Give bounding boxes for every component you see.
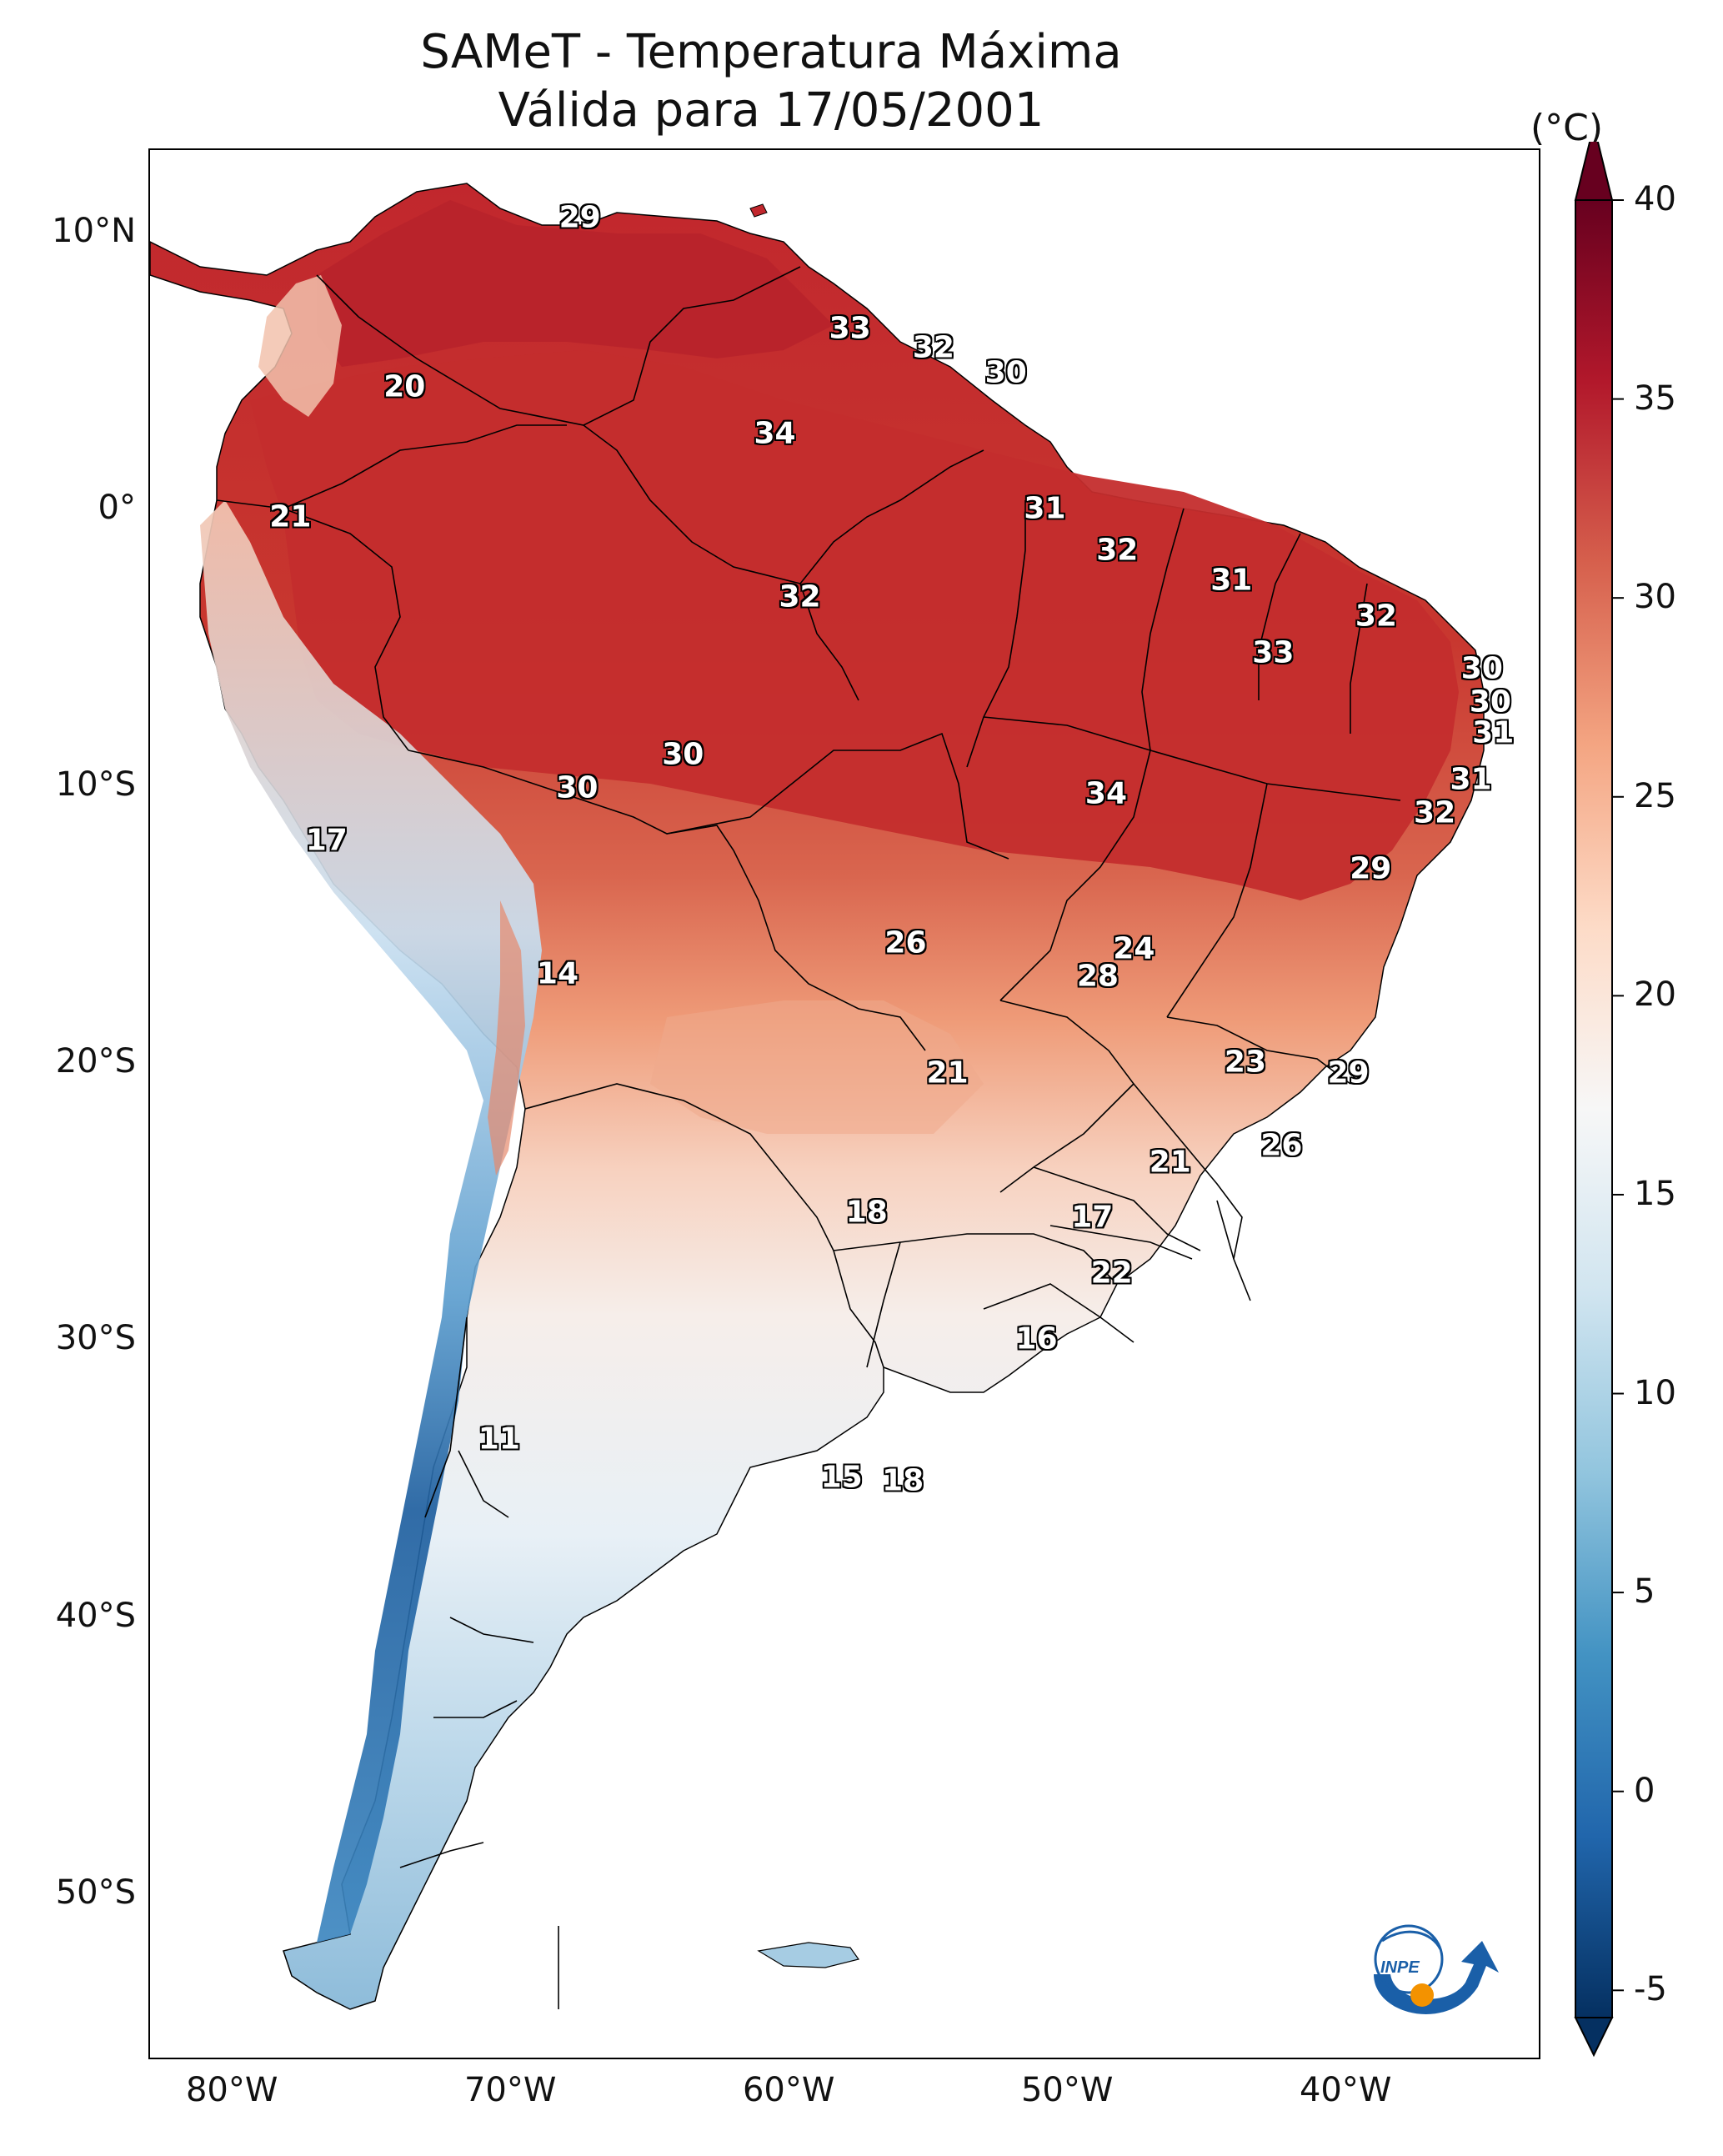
lat-tick-label: 10°S <box>55 765 136 804</box>
isotherm-label: 30 <box>556 770 599 805</box>
isotherm-label: 18 <box>845 1195 888 1230</box>
isotherm-label: 15 <box>820 1460 863 1495</box>
temperature-colorbar <box>1574 142 1624 2058</box>
colorbar-tick-label: 15 <box>1634 1174 1676 1213</box>
colorbar-tick-label: -5 <box>1634 1970 1667 2009</box>
isotherm-label: 28 <box>1076 959 1119 994</box>
isotherm-label: 30 <box>1460 651 1503 686</box>
isotherm-label: 23 <box>1224 1045 1267 1080</box>
isotherm-label: 24 <box>1113 931 1155 966</box>
figure-subtitle: Válida para 17/05/2001 <box>498 83 1044 138</box>
lat-tick-label: 20°S <box>55 1042 136 1081</box>
isotherm-label: 33 <box>829 311 871 346</box>
lat-tick-label: 50°S <box>55 1873 136 1912</box>
isotherm-label: 30 <box>1469 684 1511 720</box>
south-america-landmass <box>150 183 1485 2010</box>
isotherm-label: 14 <box>536 956 579 991</box>
isotherm-label: 16 <box>1015 1321 1058 1356</box>
isotherm-label: 26 <box>884 925 927 960</box>
inpe-logo-icon: INPE <box>1374 1924 1499 2014</box>
colorbar-body <box>1575 199 1613 2018</box>
colorbar-tick-label: 0 <box>1634 1771 1655 1810</box>
colorbar-min-extend <box>1574 2017 1614 2058</box>
isotherm-label: 32 <box>1355 599 1397 634</box>
isotherm-label: 31 <box>1210 563 1253 598</box>
isotherm-label: 32 <box>1096 533 1139 568</box>
isotherm-label: 20 <box>383 369 426 404</box>
temperature-map <box>150 183 1485 2010</box>
isotherm-label: 34 <box>1084 776 1128 811</box>
lat-tick-label: 30°S <box>55 1319 136 1358</box>
map-panel <box>148 148 1540 2059</box>
isotherm-label: 21 <box>269 499 312 534</box>
colorbar-tick-label: 5 <box>1634 1572 1655 1612</box>
isotherm-label: 31 <box>1024 491 1066 526</box>
isotherm-label: 17 <box>305 823 348 858</box>
lat-tick-label: 40°S <box>55 1596 136 1635</box>
isotherm-label: 17 <box>1071 1200 1114 1235</box>
colorbar-tick-label: 40 <box>1634 180 1676 218</box>
colorbar-tick-label: 10 <box>1634 1373 1676 1412</box>
isotherm-label: 26 <box>1260 1128 1303 1163</box>
colorbar-tick-label: 25 <box>1634 776 1676 815</box>
isotherm-label: 29 <box>1327 1055 1370 1091</box>
isotherm-label: 31 <box>1472 715 1515 750</box>
figure-title: SAMeT - Temperatura Máxima <box>420 25 1122 79</box>
colorbar-tick-label: 20 <box>1634 975 1676 1015</box>
isotherm-label: 32 <box>1414 795 1456 830</box>
isotherm-label: 29 <box>1350 851 1392 886</box>
lat-tick-label: 10°N <box>52 211 136 250</box>
isotherm-label: 32 <box>912 330 954 365</box>
inpe-logo-badge: INPE <box>1357 1908 1507 2024</box>
isotherm-label: 31 <box>1450 762 1492 797</box>
lon-tick-label: 40°W <box>1299 2071 1392 2109</box>
isotherm-label: 30 <box>984 355 1027 390</box>
isotherm-label: 22 <box>1090 1256 1133 1291</box>
country-state-borders <box>216 266 1401 2009</box>
isotherm-label: 18 <box>882 1463 924 1498</box>
logo-text: INPE <box>1380 1958 1420 1977</box>
isotherm-label: 21 <box>1149 1145 1191 1180</box>
isotherm-label: 11 <box>478 1421 520 1457</box>
lon-tick-label: 70°W <box>463 2071 557 2109</box>
lon-tick-label: 80°W <box>185 2071 278 2109</box>
lon-tick-label: 50°W <box>1020 2071 1114 2109</box>
lat-tick-label: 0° <box>98 488 136 527</box>
isotherm-label: 21 <box>926 1055 969 1091</box>
isotherm-label: 30 <box>662 737 704 772</box>
isotherm-label: 34 <box>754 416 796 451</box>
isotherm-label: 29 <box>558 200 601 235</box>
isotherm-label: 32 <box>779 579 821 614</box>
colorbar-tick-label: 30 <box>1634 578 1676 617</box>
colorbar-tick-label: 35 <box>1634 379 1676 418</box>
colorbar-max-extend <box>1574 142 1614 201</box>
isotherm-label: 33 <box>1252 635 1295 670</box>
lon-tick-label: 60°W <box>742 2071 835 2109</box>
